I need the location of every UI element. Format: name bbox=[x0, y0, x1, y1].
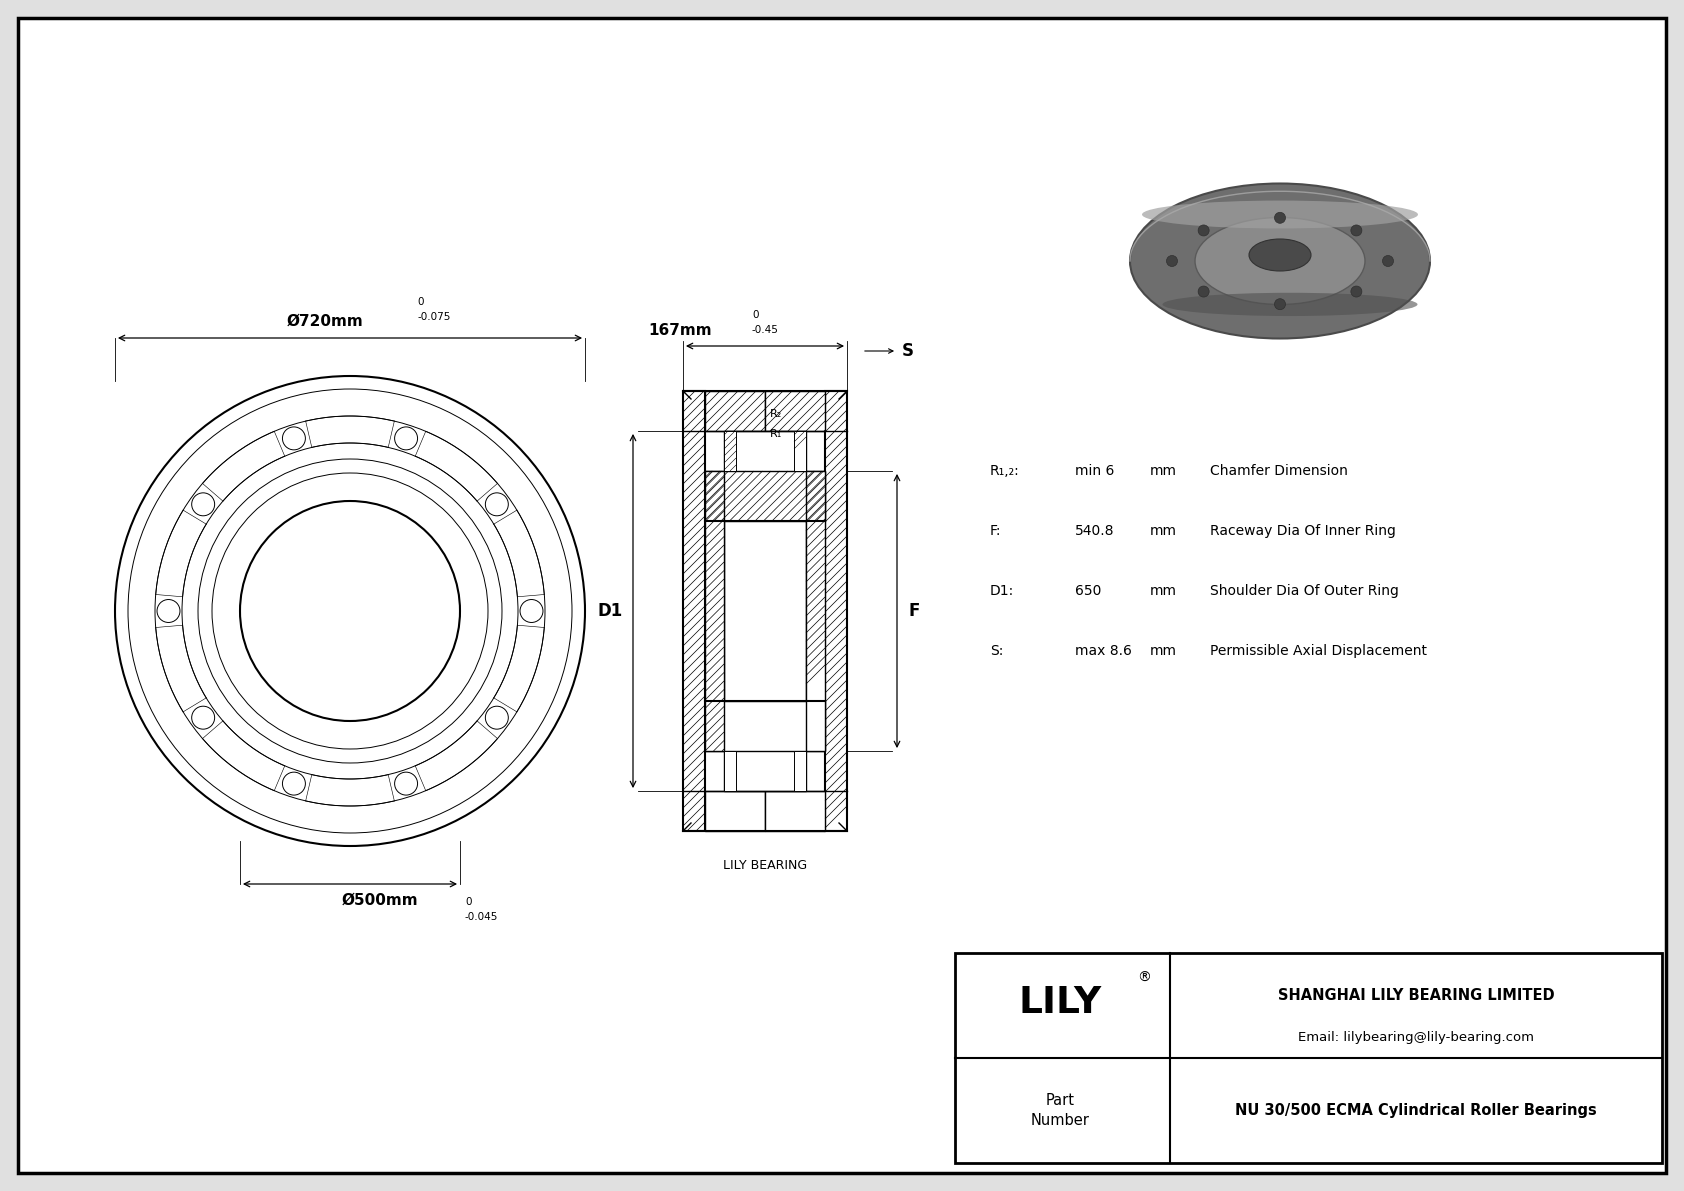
Bar bbox=[706, 791, 765, 831]
Circle shape bbox=[1197, 286, 1209, 297]
Bar bbox=[706, 470, 825, 520]
Bar bbox=[706, 391, 765, 431]
Text: -0.45: -0.45 bbox=[753, 325, 780, 335]
Bar bbox=[825, 391, 847, 831]
Text: ®: ® bbox=[1137, 971, 1150, 985]
Text: S:: S: bbox=[990, 644, 1004, 657]
Text: Raceway Dia Of Inner Ring: Raceway Dia Of Inner Ring bbox=[1211, 524, 1396, 538]
Text: S: S bbox=[903, 342, 914, 360]
Text: F:: F: bbox=[990, 524, 1002, 538]
Text: SHANGHAI LILY BEARING LIMITED: SHANGHAI LILY BEARING LIMITED bbox=[1278, 987, 1554, 1003]
Text: R₁: R₁ bbox=[770, 429, 783, 439]
Bar bbox=[765, 791, 825, 831]
Text: -0.075: -0.075 bbox=[418, 312, 450, 322]
Text: Ø500mm: Ø500mm bbox=[342, 893, 418, 908]
Ellipse shape bbox=[1130, 183, 1430, 338]
Text: -0.045: -0.045 bbox=[465, 912, 498, 922]
Bar bbox=[724, 752, 736, 791]
Text: 0: 0 bbox=[753, 310, 758, 320]
Text: R₂: R₂ bbox=[770, 409, 783, 419]
Circle shape bbox=[1167, 256, 1177, 267]
Ellipse shape bbox=[1250, 239, 1312, 272]
Text: min 6: min 6 bbox=[1074, 464, 1115, 478]
Text: mm: mm bbox=[1150, 524, 1177, 538]
Bar bbox=[765, 391, 825, 431]
Text: LILY BEARING: LILY BEARING bbox=[722, 859, 807, 872]
Bar bbox=[793, 431, 807, 470]
Circle shape bbox=[1275, 299, 1285, 310]
Text: Ø720mm: Ø720mm bbox=[286, 314, 364, 329]
Text: 0: 0 bbox=[418, 297, 423, 307]
Text: LILY: LILY bbox=[1019, 985, 1101, 1022]
Bar bbox=[793, 752, 807, 791]
Bar bbox=[724, 431, 736, 470]
Circle shape bbox=[1351, 286, 1362, 297]
Text: Permissible Axial Displacement: Permissible Axial Displacement bbox=[1211, 644, 1426, 657]
Ellipse shape bbox=[1142, 200, 1418, 229]
Text: R₁,₂:: R₁,₂: bbox=[990, 464, 1021, 478]
Ellipse shape bbox=[1196, 218, 1366, 305]
Bar bbox=[706, 470, 724, 752]
Text: mm: mm bbox=[1150, 584, 1177, 598]
Text: Shoulder Dia Of Outer Ring: Shoulder Dia Of Outer Ring bbox=[1211, 584, 1399, 598]
Text: Email: lilybearing@lily-bearing.com: Email: lilybearing@lily-bearing.com bbox=[1298, 1030, 1534, 1043]
Text: max 8.6: max 8.6 bbox=[1074, 644, 1132, 657]
Text: Part
Number: Part Number bbox=[1031, 1093, 1090, 1128]
Circle shape bbox=[1275, 212, 1285, 223]
Bar bbox=[706, 701, 825, 752]
Text: F: F bbox=[909, 601, 921, 621]
Bar bbox=[955, 953, 1662, 1162]
Ellipse shape bbox=[1162, 293, 1418, 316]
Bar bbox=[684, 391, 706, 831]
Text: 650: 650 bbox=[1074, 584, 1101, 598]
Text: mm: mm bbox=[1150, 464, 1177, 478]
Text: Chamfer Dimension: Chamfer Dimension bbox=[1211, 464, 1347, 478]
Text: D1: D1 bbox=[598, 601, 623, 621]
Text: 540.8: 540.8 bbox=[1074, 524, 1115, 538]
Bar bbox=[807, 470, 825, 752]
Text: 0: 0 bbox=[465, 897, 472, 908]
Text: D1:: D1: bbox=[990, 584, 1014, 598]
Circle shape bbox=[1197, 225, 1209, 236]
Bar bbox=[724, 431, 807, 791]
Text: 167mm: 167mm bbox=[648, 323, 712, 338]
Text: mm: mm bbox=[1150, 644, 1177, 657]
Circle shape bbox=[1383, 256, 1393, 267]
Circle shape bbox=[1351, 225, 1362, 236]
Text: NU 30/500 ECMA Cylindrical Roller Bearings: NU 30/500 ECMA Cylindrical Roller Bearin… bbox=[1234, 1103, 1596, 1118]
